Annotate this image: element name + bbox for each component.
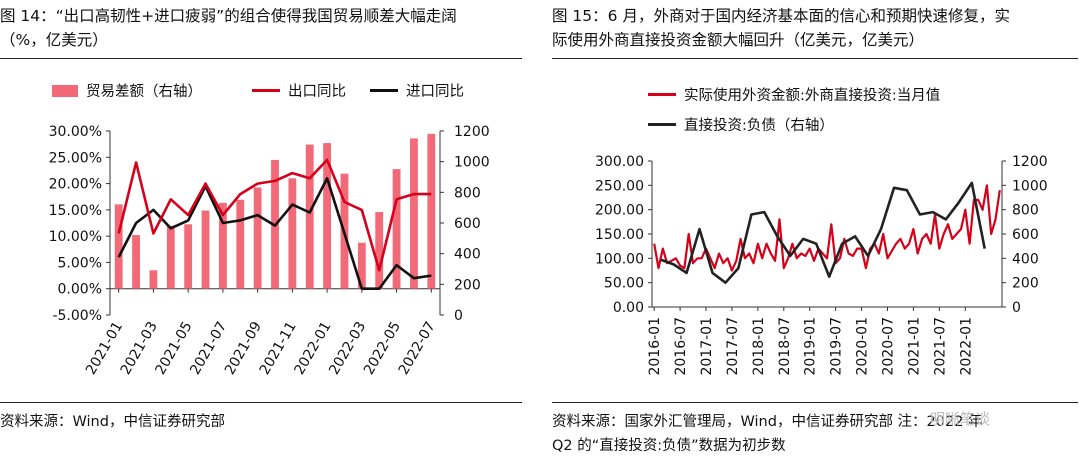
left-title-line-1: 图 14：“出口高韧性+进口疲弱”的组合使得我国贸易顺差大幅走阔 [0,7,457,25]
right-y-tick-label: 1000 [1012,178,1048,194]
right-y-tick-label: 200 [1012,276,1039,292]
legend-swatch-bar [52,84,78,97]
left-chart: -5.00% 0.00% 5.00% 10.00% 15.00% 20.00% 25.00%… [49,124,490,378]
legend-label-import: 进口同比 [406,84,464,100]
legend-swatch-monthly-line [648,93,676,96]
left-y-tick-label: 20.00% [49,177,102,193]
left-figure: 图 14：“出口高韧性+进口疲弱”的组合使得我国贸易顺差大幅走阔 （%，亿美元）… [0,0,528,467]
left-legend: 贸易差额（右轴） 出口同比 进口同比 [0,80,520,104]
trade-balance-bar [132,235,140,289]
left-legend-item-balance: 贸易差额（右轴） [52,80,202,101]
trade-balance-bar [253,187,262,289]
right-title-line-2: 际使用外商直接投资金额大幅回升（亿美元，亿美元） [552,31,925,49]
right-y-tick-label: 0 [1012,300,1021,316]
right-chart: 0.00 50.00 100.00 150.00 200.00 250.00 300.00 0… [595,154,1048,376]
trade-balance-bar [201,210,210,289]
right-y-tick-label: 1200 [1012,154,1048,170]
x-tick-label: 2020-07 [880,317,896,376]
left-y-tick-label: 250.00 [595,178,644,194]
right-y-tick-label: 800 [454,185,481,201]
legend-label-balance: 贸易差额（右轴） [86,84,202,100]
right-y-tick-label: 400 [1012,251,1039,267]
import-yoy-line [117,177,432,291]
right-y-tick-label: 600 [454,216,481,232]
left-y-tick-label: 150.00 [595,227,644,243]
x-tick-label: 2018-07 [777,317,793,376]
x-tick-label: 2022-01 [958,317,974,376]
right-y-tick-label: 800 [1012,203,1039,219]
right-legend: 实际使用外资金额:外商直接投资:当月值 直接投资:负债（右轴） [552,84,1072,144]
legend-label-liability: 直接投资:负债（右轴） [684,118,834,134]
watermark: 明晰笔谈 [930,410,991,428]
trade-balance-bar [114,204,123,289]
trade-balance-bar [392,169,401,289]
right-figure-title: 图 15：6 月，外商对于国内经济基本面的信心和预期快速修复，实 际使用外商直接… [552,4,1072,52]
x-tick-label: 2016-01 [647,317,663,376]
right-y-tick-label: 600 [1012,227,1039,243]
trade-balance-bar [149,270,158,289]
left-title-line-2: （%，亿美元） [0,31,108,49]
left-source-rule [0,402,522,403]
right-y-tick-label: 400 [454,247,481,263]
fdi-monthly-line [653,184,1001,272]
legend-label-export: 出口同比 [288,84,346,100]
trade-balance-bar [236,199,245,289]
left-legend-item-export: 出口同比 [252,80,346,101]
right-legend-item-liability: 直接投资:负债（右轴） [648,114,834,135]
left-y-tick-label: 300.00 [595,154,644,170]
trade-balance-bar [410,138,418,289]
trade-balance-bar [166,225,175,289]
right-title-rule [552,58,1078,59]
right-source-rule [552,402,1078,403]
left-y-tick-label: 100.00 [595,251,644,267]
legend-label-monthly: 实际使用外资金额:外商直接投资:当月值 [684,88,941,104]
right-y-tick-label: 0 [454,308,463,324]
right-source: 资料来源：国家外汇管理局，Wind，中信证券研究部 注：2022 年 Q2 的“… [552,410,983,458]
left-y-tick-label: 30.00% [49,124,102,140]
trade-balance-bar [184,224,193,289]
x-tick-label: 2021-01 [906,317,922,376]
trade-balance-bar [427,133,436,289]
export-yoy-line [117,158,432,272]
x-tick-label: 2021-07 [932,317,948,376]
left-figure-title: 图 14：“出口高韧性+进口疲弱”的组合使得我国贸易顺差大幅走阔 （%，亿美元） [0,4,520,52]
trade-balance-bar [375,212,384,289]
fdi-liability-line [660,181,986,285]
left-y-tick-label: 25.00% [49,150,102,166]
left-y-tick-label: 15.00% [49,203,102,219]
x-tick-label: 2016-07 [673,317,689,376]
trade-balance-bar [323,143,332,289]
left-y-tick-label: -5.00% [52,308,102,324]
right-source-line-1: 资料来源：国家外汇管理局，Wind，中信证券研究部 注：2022 年 [552,414,983,430]
x-tick-label: 2018-01 [751,317,767,376]
left-source: 资料来源：Wind，中信证券研究部 [0,414,225,430]
legend-swatch-liability-line [648,123,676,126]
right-legend-item-monthly: 实际使用外资金额:外商直接投资:当月值 [648,84,940,105]
left-y-tick-label: 10.00% [49,229,102,245]
right-source-line-2: Q2 的“直接投资:负债”数据为初步数 [552,438,786,454]
x-tick-label: 2020-01 [855,317,871,376]
legend-swatch-import-line [370,89,398,92]
x-tick-label: 2019-07 [829,317,845,376]
left-title-rule [0,58,522,59]
x-tick-label: 2017-07 [725,317,741,376]
x-tick-label: 2019-01 [803,317,819,376]
trade-balance-bar [305,144,314,289]
left-y-tick-label: 50.00 [604,276,644,292]
x-tick-label: 2017-01 [699,317,715,376]
trade-balance-bar [357,242,366,289]
right-title-line-1: 图 15：6 月，外商对于国内经济基本面的信心和预期快速修复，实 [552,7,1010,25]
left-y-tick-label: 200.00 [595,203,644,219]
right-figure: 图 15：6 月，外商对于国内经济基本面的信心和预期快速修复，实 际使用外商直接… [552,0,1080,467]
left-legend-item-import: 进口同比 [370,80,464,101]
legend-swatch-export-line [252,89,280,92]
left-y-tick-label: 5.00% [58,255,102,271]
right-y-tick-label: 200 [454,277,481,293]
trade-balance-bar [218,202,227,289]
left-y-tick-label: 0.00% [58,282,102,298]
left-y-tick-label: 0.00 [613,300,644,316]
right-y-tick-label: 1200 [454,124,490,140]
trade-balance-bar [288,178,297,289]
right-y-tick-label: 1000 [454,155,490,171]
